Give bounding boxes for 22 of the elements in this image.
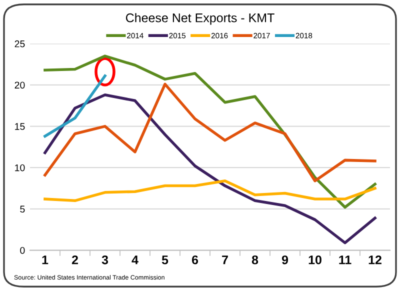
- y-tick-label: 25: [14, 40, 25, 48]
- x-tick-label: 7: [222, 256, 228, 264]
- x-tick-label: 5: [162, 256, 168, 264]
- chart-title: Cheese Net Exports - KMT: [126, 13, 274, 25]
- x-tick-label: 12: [368, 255, 382, 264]
- y-tick-label: 0: [20, 246, 25, 254]
- line-series: [44, 94, 376, 244]
- line-series: [44, 179, 376, 202]
- x-tick-label: 1: [42, 256, 48, 264]
- y-tick-label: 20: [14, 82, 25, 89]
- x-tick-label: 9: [282, 255, 288, 264]
- x-tick-label: 10: [308, 255, 322, 264]
- x-tick-label: 3: [102, 255, 108, 264]
- line-series: [44, 82, 376, 182]
- y-tick-label: 10: [15, 164, 25, 172]
- x-tick-label: 2: [72, 255, 78, 264]
- y-tick-label: 5: [20, 206, 25, 213]
- x-tick-label: 11: [339, 256, 352, 264]
- x-tick-label: 8: [252, 255, 258, 264]
- y-tick-label: 15: [15, 123, 25, 130]
- x-tick-label: 6: [192, 255, 198, 264]
- x-tick-label: 4: [132, 256, 138, 264]
